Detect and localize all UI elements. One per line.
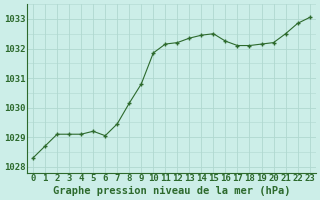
X-axis label: Graphe pression niveau de la mer (hPa): Graphe pression niveau de la mer (hPa) bbox=[52, 186, 290, 196]
